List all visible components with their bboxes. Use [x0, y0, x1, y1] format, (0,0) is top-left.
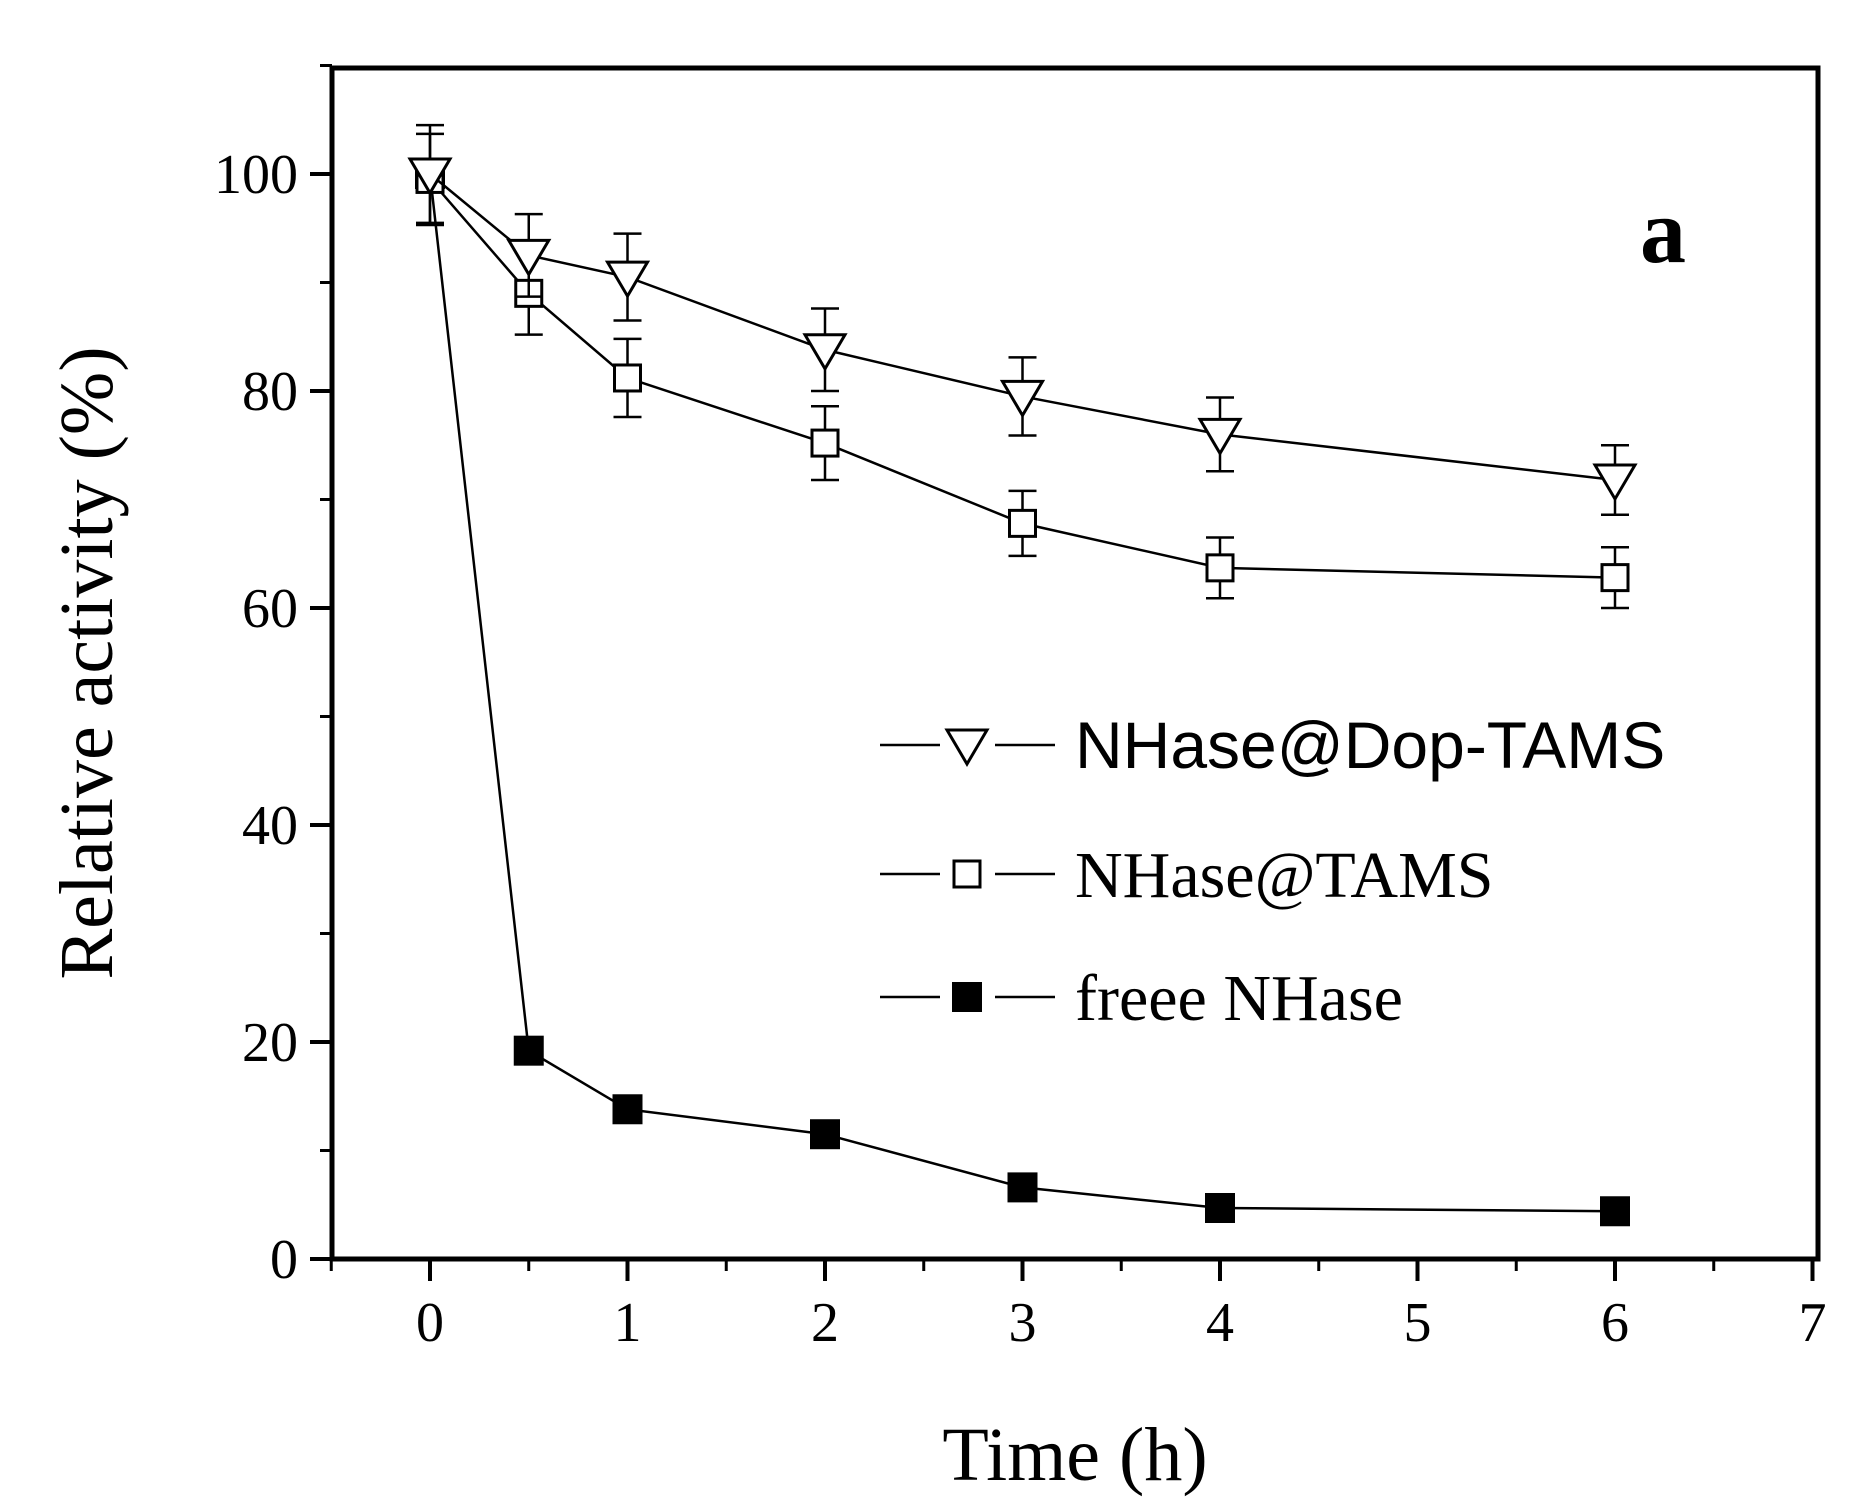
panel-label: a [1640, 180, 1686, 282]
y-tick-label: 0 [270, 1229, 298, 1291]
data-point [513, 1035, 544, 1066]
x-tick-label: 6 [1601, 1292, 1629, 1354]
x-tick-label: 1 [614, 1292, 642, 1354]
data-point [1205, 1193, 1235, 1224]
x-tick-label: 0 [416, 1292, 444, 1354]
data-point [952, 982, 982, 1012]
x-tick-label: 4 [1206, 1292, 1234, 1354]
plot-frame [329, 65, 1821, 1262]
series-2 [415, 159, 1630, 1227]
series-0 [407, 123, 1638, 516]
y-tick-label: 20 [242, 1012, 298, 1074]
x-tick-label: 3 [1009, 1292, 1037, 1354]
data-point [407, 157, 453, 196]
y-tick-label: 80 [242, 361, 298, 423]
data-point [944, 728, 990, 767]
data-point [1205, 553, 1235, 583]
data-point [802, 333, 848, 372]
data-point [952, 859, 982, 889]
data-point [1008, 508, 1037, 538]
y-tick-label: 100 [214, 144, 298, 206]
x-axis: 0 1 2 3 4 5 6 7 [329, 1259, 1827, 1354]
x-axis-title: Time (h) [942, 1413, 1207, 1497]
x-tick-label: 5 [1404, 1292, 1432, 1354]
legend-label: NHase@Dop-TAMS [1075, 708, 1665, 782]
series-line [428, 173, 1616, 1213]
data-point [1600, 563, 1630, 593]
data-point [1600, 1196, 1630, 1227]
legend-label: freee NHase [1075, 962, 1403, 1035]
y-tick-label: 40 [242, 795, 298, 857]
data-point [1197, 417, 1243, 457]
legend: NHase@Dop-TAMS NHase@TAMS freee NHase [880, 708, 1665, 1035]
y-axis-title: Relative activity (%) [45, 346, 129, 979]
series-layer [407, 123, 1638, 1227]
data-point [506, 238, 552, 278]
data-point [999, 379, 1046, 419]
data-point [612, 1094, 643, 1125]
y-tick-label: 60 [242, 578, 298, 640]
data-point [810, 1119, 840, 1150]
y-axis: 0 20 40 60 80 100 [214, 64, 332, 1291]
data-point [810, 428, 840, 458]
x-tick-label: 7 [1799, 1292, 1827, 1354]
data-point [613, 363, 642, 393]
data-point [1592, 463, 1638, 502]
data-point [1007, 1172, 1038, 1203]
x-tick-label: 2 [811, 1292, 839, 1354]
legend-label: NHase@TAMS [1075, 839, 1493, 912]
data-point [604, 260, 651, 300]
